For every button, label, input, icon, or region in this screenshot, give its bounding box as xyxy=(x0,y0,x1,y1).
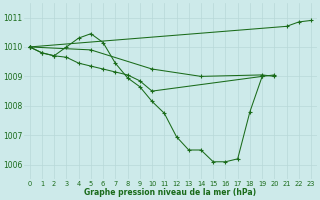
X-axis label: Graphe pression niveau de la mer (hPa): Graphe pression niveau de la mer (hPa) xyxy=(84,188,256,197)
